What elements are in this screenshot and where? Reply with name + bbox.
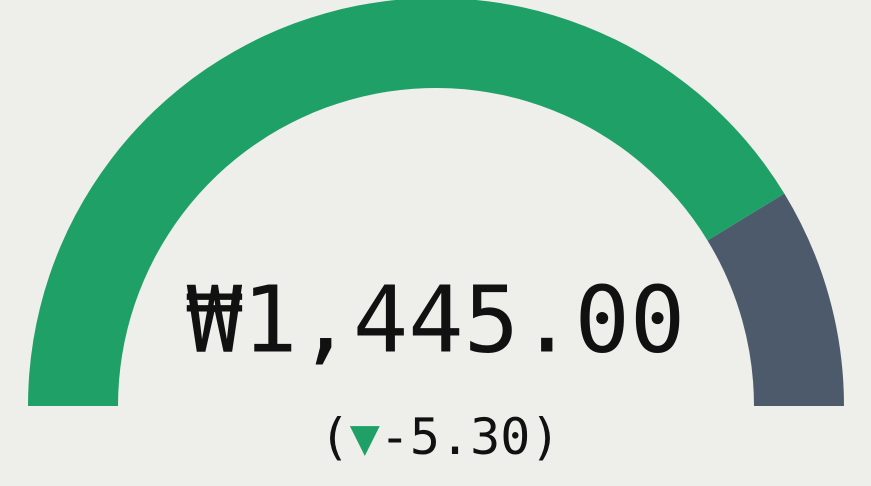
gauge-value: ₩1,445.00 bbox=[187, 266, 686, 373]
gauge-delta: (▼-5.30) bbox=[320, 408, 561, 466]
gauge bbox=[28, 0, 844, 406]
gauge-bar bbox=[28, 0, 785, 406]
gauge-background bbox=[707, 193, 844, 406]
